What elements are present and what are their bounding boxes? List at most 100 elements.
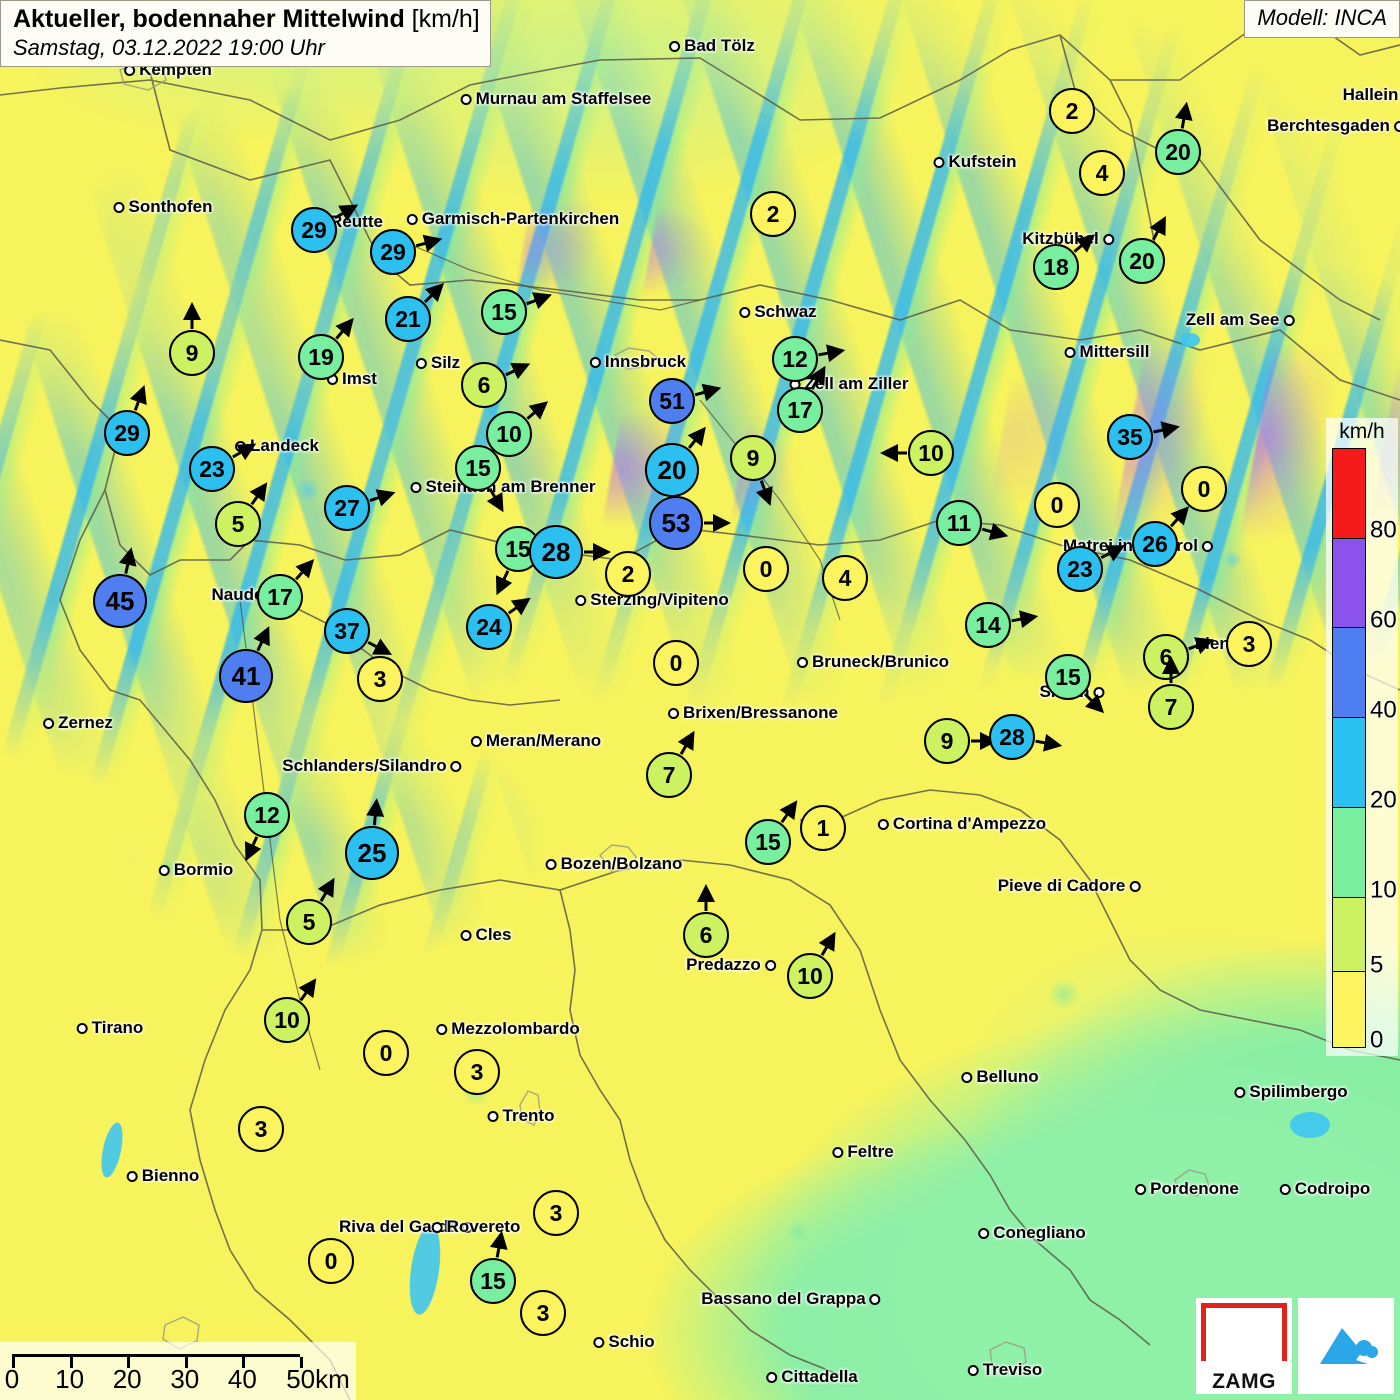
wind-station-marker[interactable]: 10 [486, 401, 549, 457]
wind-station-marker[interactable]: 6 [683, 884, 729, 958]
wind-station-marker[interactable]: 29 [291, 204, 359, 253]
wind-station-marker[interactable]: 51 [649, 378, 722, 424]
wind-station-marker[interactable]: 20 [1155, 101, 1201, 175]
wind-station-marker[interactable]: 0 [743, 546, 789, 592]
wind-station-marker[interactable]: 10 [787, 931, 836, 999]
scale-label-50km: 50km [286, 1364, 350, 1394]
wind-station-marker[interactable]: 4 [822, 555, 868, 601]
wind-station-marker[interactable]: 20 [645, 426, 706, 497]
city-dot-icon [589, 356, 601, 368]
wind-station-marker[interactable]: 0 [308, 1238, 354, 1284]
city-label: Bad Tölz [684, 36, 755, 55]
wind-station-marker[interactable]: 1 [800, 805, 846, 851]
city-dot-icon [1135, 1183, 1147, 1195]
wind-station-marker[interactable]: 0 [1181, 466, 1227, 512]
wind-station-marker[interactable]: 45 [93, 547, 147, 628]
wind-station-marker[interactable]: 7 [1148, 656, 1194, 730]
wind-station-marker[interactable]: 6 [461, 362, 531, 408]
city-dot-icon [235, 440, 247, 452]
wind-station-marker[interactable]: 53 [649, 496, 731, 550]
wind-station-marker[interactable]: 41 [219, 626, 273, 703]
wind-station-marker[interactable]: 0 [363, 1030, 409, 1076]
wind-station-marker[interactable]: 37 [324, 608, 393, 655]
model-label: Modell: INCA [1244, 0, 1400, 38]
city-label: Steinach am Brenner [425, 477, 596, 496]
city-dot-icon [460, 929, 472, 941]
wind-station-marker[interactable]: 9 [730, 435, 776, 506]
scale-tick [300, 1357, 303, 1368]
city-dot-icon [669, 40, 681, 52]
wind-station-marker[interactable]: 5 [286, 877, 335, 945]
city-label: Garmisch-Partenkirchen [421, 209, 620, 228]
city-label: Cittadella [781, 1367, 858, 1386]
wind-station-marker[interactable]: 17 [257, 559, 315, 620]
wind-station-marker[interactable]: 12 [244, 792, 290, 862]
wind-station-marker[interactable]: 21 [385, 282, 445, 342]
wind-station-marker[interactable]: 3 [520, 1290, 566, 1336]
wind-speed-value: 20 [1155, 129, 1201, 175]
wind-station-marker[interactable]: 27 [324, 485, 396, 531]
wind-station-marker[interactable]: 3 [533, 1190, 579, 1236]
wind-station-marker[interactable]: 19 [298, 317, 354, 380]
wind-station-marker[interactable]: 3 [357, 656, 403, 702]
wind-station-marker[interactable]: 25 [345, 798, 399, 880]
wind-station-marker[interactable]: 10 [264, 978, 317, 1043]
city-marker: Brixen/Bressanone [668, 703, 838, 723]
wind-station-marker[interactable]: 6 [1143, 634, 1214, 680]
city-marker: Bozen/Bolzano [545, 854, 682, 874]
city-dot-icon [431, 1221, 443, 1233]
city-marker: Zell am See [1186, 310, 1295, 330]
wind-station-marker[interactable]: 3 [238, 1106, 284, 1152]
city-label: Mezzolombardo [451, 1019, 580, 1038]
wind-station-marker[interactable]: 11 [936, 500, 1009, 546]
page-title: Aktueller, bodennaher Mittelwind [km/h] [13, 5, 480, 35]
wind-station-marker[interactable]: 24 [466, 597, 531, 650]
wind-speed-value: 29 [104, 410, 150, 456]
wind-station-marker[interactable]: 2 [1049, 88, 1095, 134]
wind-station-marker[interactable]: 7 [646, 730, 695, 798]
wind-station-marker[interactable]: 20 [1119, 215, 1166, 284]
city-marker: Silz [415, 353, 460, 373]
wind-station-marker[interactable]: 12 [772, 336, 846, 382]
wind-station-marker[interactable]: 14 [965, 602, 1039, 648]
city-label: Landeck [250, 436, 319, 455]
wind-station-marker[interactable]: 23 [189, 443, 257, 492]
city-label: Bassano del Grappa [701, 1289, 866, 1308]
city-label: Bruneck/Brunico [812, 652, 949, 671]
wind-station-marker[interactable]: 15 [1045, 654, 1105, 714]
wind-station-marker[interactable]: 9 [924, 718, 998, 764]
wind-station-marker[interactable]: 0 [1034, 482, 1080, 528]
wind-station-marker[interactable]: 29 [104, 385, 150, 456]
city-label: Hallein [1342, 85, 1399, 104]
wind-speed-value: 0 [1034, 482, 1080, 528]
wind-station-marker[interactable]: 35 [1107, 414, 1180, 460]
wind-station-marker[interactable]: 28 [989, 714, 1063, 760]
wind-station-marker[interactable]: 15 [470, 1230, 516, 1304]
wind-station-marker[interactable]: 10 [880, 430, 954, 476]
wind-station-marker[interactable]: 18 [1033, 234, 1096, 290]
wind-station-marker[interactable]: 3 [454, 1049, 500, 1095]
wind-station-marker[interactable]: 5 [215, 482, 268, 547]
wind-station-marker[interactable]: 17 [777, 365, 826, 433]
wind-station-marker[interactable]: 28 [529, 525, 611, 579]
city-marker: Schlanders/Silandro [282, 756, 462, 776]
wind-station-marker[interactable]: 2 [605, 551, 651, 597]
wind-speed-value: 14 [965, 602, 1011, 648]
wind-speed-value: 3 [454, 1049, 500, 1095]
wind-station-marker[interactable]: 29 [370, 229, 443, 275]
wind-station-marker[interactable]: 15 [481, 289, 552, 335]
wind-station-marker[interactable]: 15 [745, 800, 798, 865]
wind-station-marker[interactable]: 9 [169, 302, 215, 376]
wind-speed-value: 15 [745, 819, 791, 865]
city-label: Mittersill [1079, 342, 1150, 361]
wind-speed-value: 3 [520, 1290, 566, 1336]
wind-station-marker[interactable]: 0 [653, 640, 699, 686]
city-marker: Codroipo [1279, 1179, 1370, 1199]
wind-station-marker[interactable]: 2 [750, 191, 796, 237]
city-dot-icon [1093, 686, 1105, 698]
wind-station-marker[interactable]: 26 [1132, 506, 1190, 567]
wind-station-marker[interactable]: 3 [1226, 621, 1272, 667]
wind-station-marker[interactable]: 4 [1079, 150, 1125, 196]
wind-station-marker[interactable]: 23 [1057, 545, 1126, 592]
wind-station-marker[interactable]: 15 [455, 445, 504, 513]
